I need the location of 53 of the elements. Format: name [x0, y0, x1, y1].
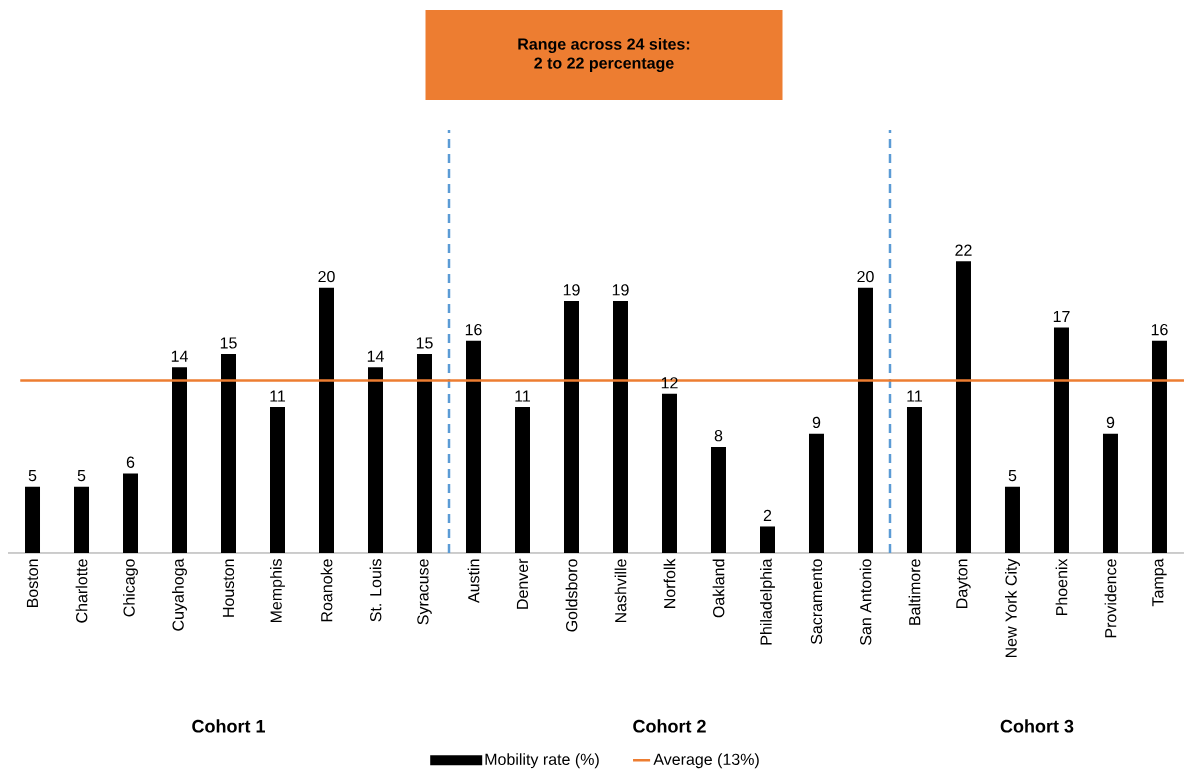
text: Cohort 2 — [633, 719, 706, 733]
data-label: 11 — [515, 390, 531, 402]
x-tick-label: Baltimore — [908, 559, 921, 625]
x-tick-label: San Antonio — [859, 559, 872, 645]
x-tick-label: St. Louis — [369, 559, 382, 622]
data-label: 14 — [367, 350, 384, 362]
data-label: 19 — [563, 284, 580, 296]
data-label: 16 — [465, 323, 482, 336]
data-label: 2 — [763, 509, 772, 521]
data-label: 15 — [220, 337, 237, 349]
x-tick-label: Chicago — [123, 559, 138, 617]
data-label: 22 — [955, 244, 972, 256]
x-tick-label: Syracuse — [417, 559, 432, 625]
data-label: 5 — [28, 469, 37, 482]
data-label: 9 — [1106, 416, 1115, 429]
data-label: 6 — [126, 456, 135, 468]
data-label: 11 — [907, 390, 923, 402]
legend-label: Mobility rate (%) — [485, 753, 599, 769]
x-tick-label: New York City — [1005, 558, 1020, 658]
data-label: 16 — [1151, 323, 1168, 336]
text: Cohort 1 — [192, 719, 265, 733]
x-tick-label: Goldsboro — [565, 559, 578, 632]
x-tick-label: Austin — [467, 559, 480, 603]
chart-title: Range across 24 sites: 2 to 22 percentage — [518, 38, 690, 72]
x-tick-label: Providence — [1104, 559, 1117, 638]
x-tick-label: Charlotte — [75, 559, 88, 623]
x-tick-label: Roanoke — [320, 559, 333, 622]
x-tick-label: Oakland — [712, 559, 725, 618]
x-tick-label: Houston — [222, 559, 235, 617]
x-tick-label: Norfolk — [663, 558, 676, 608]
legend-label: Average (13%) — [653, 753, 759, 769]
x-tick-label: Boston — [26, 559, 39, 608]
x-tick-label: Denver — [516, 558, 529, 609]
x-tick-label: Sacramento — [810, 559, 823, 645]
x-tick-label: Dayton — [956, 559, 971, 608]
x-tick-label: Memphis — [270, 559, 285, 623]
x-tick-label: Nashville — [614, 559, 627, 623]
data-label: 11 — [270, 390, 286, 402]
data-label: 20 — [857, 270, 874, 283]
x-tick-label: Phoenix — [1055, 558, 1068, 616]
data-label: 15 — [416, 337, 433, 349]
data-label: 9 — [812, 416, 821, 429]
data-label: 8 — [714, 430, 723, 442]
data-label: 19 — [612, 284, 629, 296]
x-tick-label: Tampa — [1152, 558, 1167, 607]
text: Cohort 3 — [1000, 719, 1074, 733]
data-label: 5 — [1008, 469, 1017, 482]
data-label: 17 — [1053, 311, 1070, 323]
data-label: 5 — [77, 469, 86, 482]
x-tick-label: Cuyahoga — [172, 558, 187, 631]
x-tick-label: Philadelphia — [760, 558, 775, 645]
data-label: 20 — [318, 270, 335, 283]
data-label: 14 — [171, 350, 188, 362]
